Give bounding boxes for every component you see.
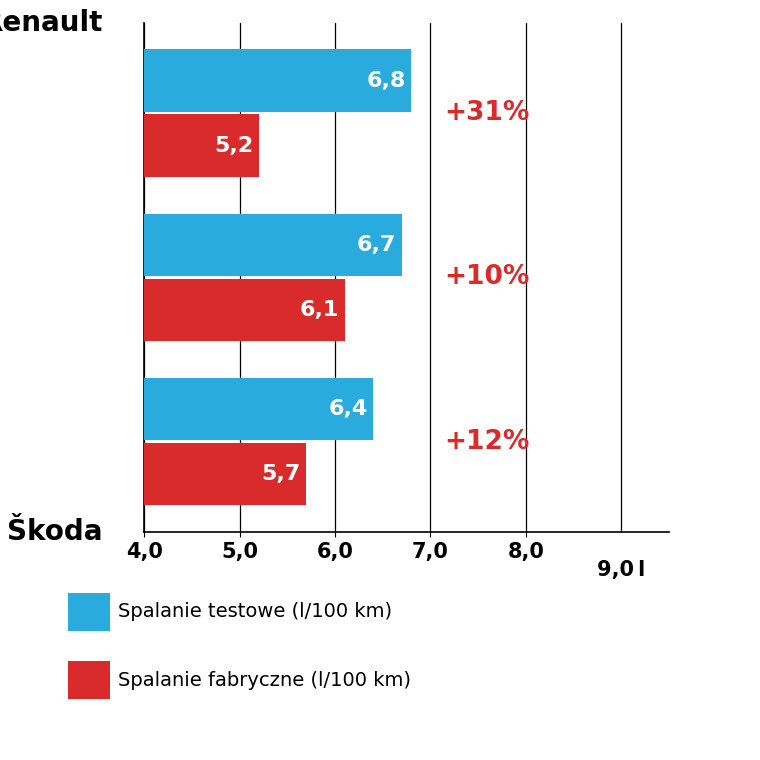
Bar: [144, 115, 259, 177]
Bar: [144, 214, 402, 276]
Text: 6,8: 6,8: [366, 71, 406, 90]
Text: +31%: +31%: [445, 100, 530, 126]
Bar: [144, 279, 344, 341]
Text: 9,0 l: 9,0 l: [597, 560, 645, 580]
Text: Spalanie fabryczne (l/100 km): Spalanie fabryczne (l/100 km): [118, 671, 411, 690]
Text: 5,2: 5,2: [214, 135, 253, 156]
Bar: [144, 378, 373, 440]
Bar: [144, 443, 306, 505]
Bar: [144, 49, 411, 112]
Text: 6,7: 6,7: [356, 235, 396, 255]
Text: Renault: Renault: [0, 9, 103, 36]
Text: 6,4: 6,4: [328, 399, 368, 420]
Text: 5,7: 5,7: [261, 464, 301, 484]
Text: 6,1: 6,1: [299, 300, 339, 320]
Text: +10%: +10%: [445, 264, 530, 290]
Text: Škoda: Škoda: [7, 518, 103, 546]
Text: +12%: +12%: [445, 429, 530, 454]
Text: Spalanie testowe (l/100 km): Spalanie testowe (l/100 km): [118, 602, 392, 622]
